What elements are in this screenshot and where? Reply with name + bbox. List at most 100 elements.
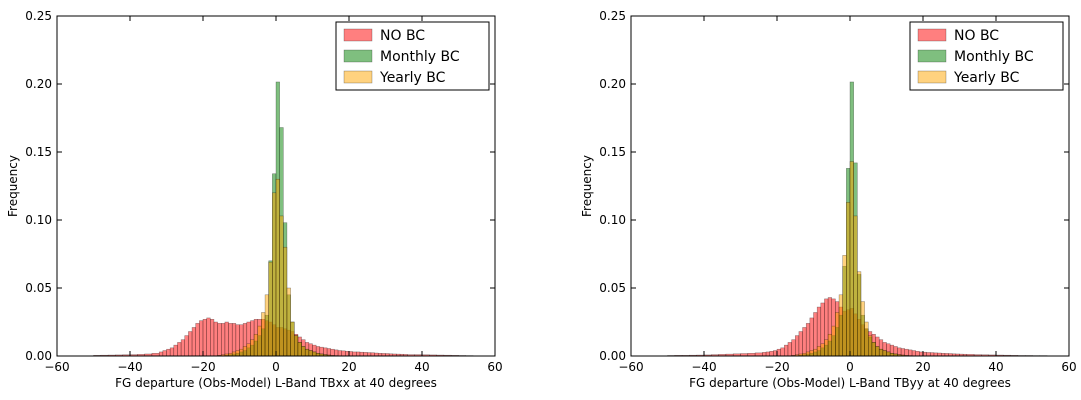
histogram-bar <box>287 288 291 356</box>
histogram-bar <box>799 332 803 356</box>
histogram-bar <box>159 352 163 356</box>
histogram-bar <box>879 349 883 356</box>
histogram-bar <box>254 334 258 356</box>
histogram-bar <box>302 346 306 356</box>
legend-swatch <box>918 29 946 41</box>
y-tick-label: 0.25 <box>599 9 626 23</box>
x-tick-label: −20 <box>190 360 215 374</box>
histogram-bar <box>806 323 810 356</box>
y-tick-label: 0.10 <box>25 213 52 227</box>
histogram-bar <box>240 349 244 356</box>
histogram-bar <box>857 272 861 356</box>
legend-label: Yearly BC <box>953 70 1020 86</box>
histogram-bar <box>814 349 818 356</box>
y-axis-label: Frequency <box>580 155 594 217</box>
histogram-bar <box>762 352 766 356</box>
histogram-bar <box>766 352 770 356</box>
histogram-bar <box>832 326 836 356</box>
histogram-bar <box>824 340 828 356</box>
x-tick-label: 20 <box>915 360 930 374</box>
histogram-bar <box>305 349 309 356</box>
histogram-bar <box>868 336 872 356</box>
histogram-bar <box>210 319 214 356</box>
histogram-bar <box>174 345 178 356</box>
histogram-bar <box>269 262 273 356</box>
histogram-bar <box>854 216 858 356</box>
histogram-bar <box>177 342 181 356</box>
histogram-bar <box>839 295 843 356</box>
histogram-bar <box>309 351 313 356</box>
histogram-bar <box>225 322 229 356</box>
y-tick-label: 0.20 <box>599 77 626 91</box>
x-tick-label: 40 <box>988 360 1003 374</box>
x-axis-label: FG departure (Obs-Model) L-Band TByy at … <box>689 376 1011 390</box>
histogram-bar <box>364 352 368 356</box>
histogram-bar <box>810 351 814 356</box>
histogram-bar <box>265 295 269 356</box>
histogram-bar <box>883 351 887 356</box>
histogram-bar <box>291 322 295 356</box>
x-tick-label: 60 <box>1061 360 1076 374</box>
histogram-bar <box>806 352 810 356</box>
histogram-bar <box>258 326 262 356</box>
histogram-bar <box>367 353 371 356</box>
y-tick-label: 0.15 <box>25 145 52 159</box>
x-axis-label: FG departure (Obs-Model) L-Band TBxx at … <box>115 376 437 390</box>
histogram-bar <box>276 179 280 356</box>
y-tick-label: 0.05 <box>25 281 52 295</box>
histogram-bar <box>229 323 233 356</box>
histogram-bar <box>342 351 346 356</box>
histogram-bar <box>203 319 207 356</box>
histogram-bar <box>185 336 189 356</box>
histogram-bar <box>298 342 302 356</box>
x-tick-label: 40 <box>414 360 429 374</box>
x-tick-label: −20 <box>764 360 789 374</box>
histogram-bar <box>876 346 880 356</box>
histogram-bar <box>170 348 174 356</box>
histogram-bar <box>294 336 298 356</box>
histogram-bar <box>865 322 869 356</box>
histogram-bar <box>850 162 854 356</box>
histogram-bar <box>199 321 203 356</box>
x-tick-label: 20 <box>341 360 356 374</box>
histogram-bar <box>283 247 287 356</box>
legend-swatch <box>918 71 946 83</box>
y-tick-label: 0.15 <box>599 145 626 159</box>
histogram-bar <box>835 312 839 356</box>
histogram-bar <box>243 346 247 356</box>
histogram-bar <box>218 323 222 356</box>
histogram-bar <box>788 342 792 356</box>
histogram-bar <box>250 340 254 356</box>
histogram-bar <box>908 350 912 356</box>
histogram-bar <box>795 336 799 356</box>
histogram-bar <box>247 344 251 356</box>
histogram-bar <box>810 318 814 356</box>
histogram-bar <box>232 352 236 356</box>
histogram-bar <box>192 327 196 356</box>
histogram-bar <box>163 351 167 356</box>
histogram-bar <box>349 352 353 356</box>
histogram-bar <box>313 352 317 356</box>
x-tick-label: 0 <box>272 360 280 374</box>
histogram-bar <box>221 323 225 356</box>
histogram-bar <box>331 349 335 356</box>
legend-label: Yearly BC <box>379 70 446 86</box>
x-tick-label: −40 <box>117 360 142 374</box>
histogram-bar <box>272 193 276 356</box>
histogram-bar <box>927 352 931 356</box>
histogram-bar <box>360 352 364 356</box>
legend-label: NO BC <box>954 28 999 44</box>
histogram-bar <box>905 349 909 356</box>
histogram-bar <box>916 351 920 356</box>
histogram-bar <box>338 351 342 356</box>
histogram-bar <box>817 346 821 356</box>
legend-swatch <box>918 50 946 62</box>
x-tick-label: −40 <box>691 360 716 374</box>
y-tick-label: 0.25 <box>25 9 52 23</box>
histogram-bar <box>912 351 916 356</box>
legend-swatch <box>344 50 372 62</box>
histogram-bar <box>345 351 349 356</box>
y-tick-label: 0.20 <box>25 77 52 91</box>
y-axis-label: Frequency <box>6 155 20 217</box>
